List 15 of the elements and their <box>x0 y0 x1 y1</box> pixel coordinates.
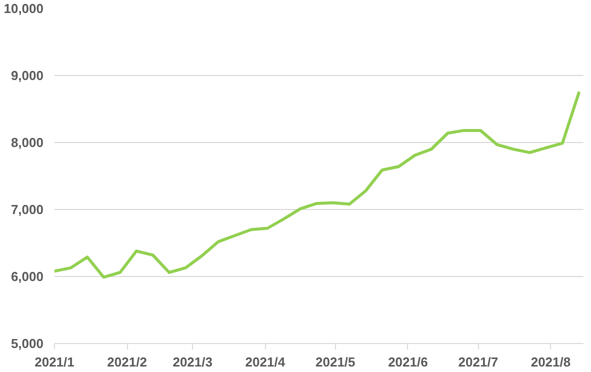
y-tick-label: 6,000 <box>10 269 44 284</box>
y-tick-label: 8,000 <box>10 135 44 150</box>
x-tick-label: 2021/8 <box>530 354 571 370</box>
y-tick-label: 10,000 <box>4 1 44 16</box>
line-series <box>54 91 580 279</box>
x-tick-label: 2021/7 <box>458 354 498 370</box>
x-tick-label: 2021/6 <box>388 354 428 370</box>
x-tick-label: 2021/4 <box>245 354 286 370</box>
x-tick-label: 2021/1 <box>34 354 74 370</box>
y-tick-label: 5,000 <box>10 336 44 351</box>
x-tick-label: 2021/5 <box>316 354 356 370</box>
y-tick-label: 9,000 <box>10 68 44 83</box>
y-tick-label: 7,000 <box>10 202 44 217</box>
x-tick-label: 2021/3 <box>172 354 212 370</box>
x-tick-label: 2021/2 <box>107 354 147 370</box>
